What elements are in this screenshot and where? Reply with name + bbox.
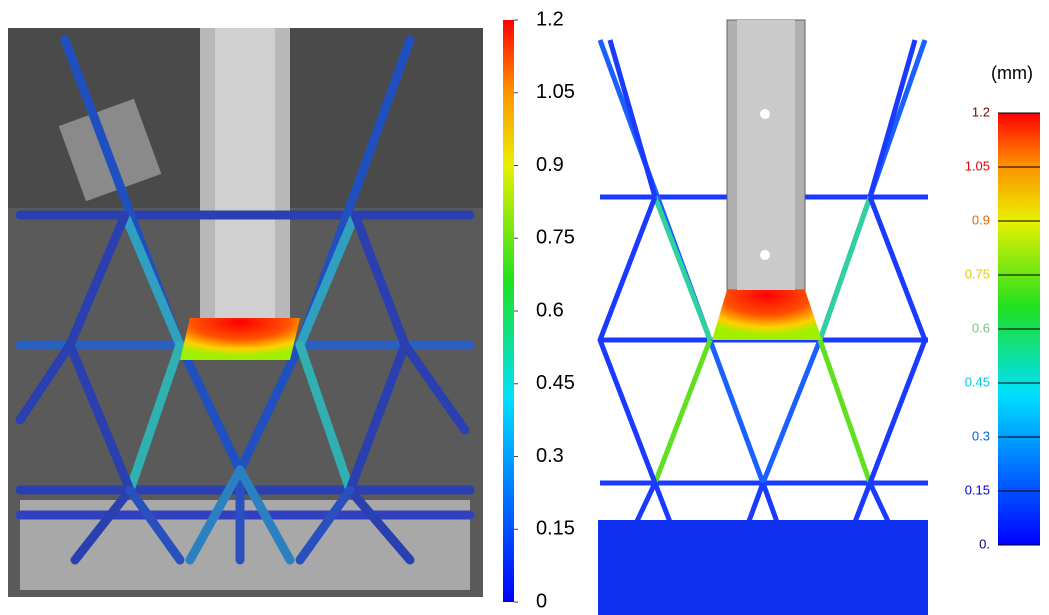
figure: 0 0.15 0.3 0.45 0.6 0.75 0.9 1.05 1.2 (mm) 0. 0.1… [0, 0, 1049, 615]
dic-photo [8, 28, 483, 597]
tick-label: 1.05 [965, 158, 990, 173]
tick-label: 0.6 [536, 299, 564, 321]
fe-model [598, 20, 928, 615]
left-colorbar [503, 20, 514, 602]
tick-label: 0.3 [536, 445, 564, 467]
tick-label: 0.45 [965, 374, 990, 389]
tick-label: 0. [979, 536, 990, 551]
unit-label: (mm) [991, 63, 1033, 83]
tick-label: 0.9 [972, 212, 990, 227]
left-colorbar-ticks: 0 0.15 0.3 0.45 0.6 0.75 0.9 1.05 1.2 [514, 8, 575, 612]
tick-label: 0.75 [965, 266, 990, 281]
tick-label: 0.9 [536, 154, 564, 176]
tick-label: 0.6 [972, 320, 990, 335]
tick-label: 0.75 [536, 227, 575, 249]
tick-label: 1.2 [972, 104, 990, 119]
tick-label: 0.45 [536, 372, 575, 394]
tick-label: 0.15 [965, 482, 990, 497]
tick-label: 0 [536, 590, 547, 612]
tick-label: 0.3 [972, 428, 990, 443]
tick-label: 1.2 [536, 8, 564, 30]
page: 0 0.15 0.3 0.45 0.6 0.75 0.9 1.05 1.2 (mm) 0. 0.1… [0, 0, 1049, 615]
tick-label: 0.15 [536, 518, 575, 540]
tick-label: 1.05 [536, 81, 575, 103]
